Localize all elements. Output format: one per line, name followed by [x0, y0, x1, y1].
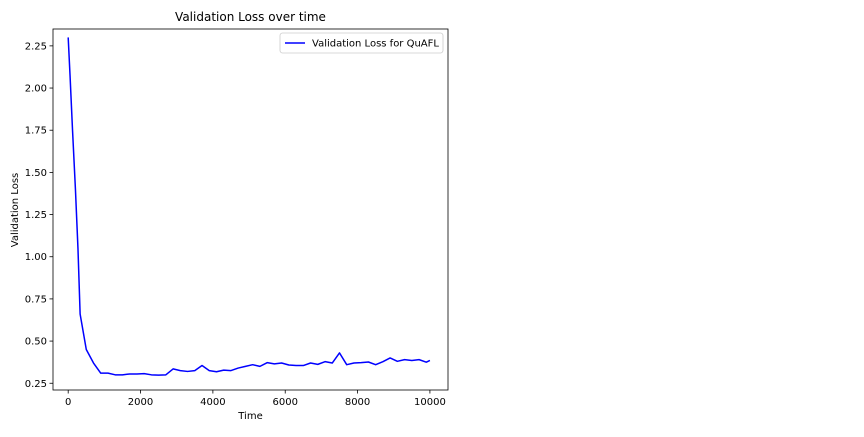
x-tick-label: 2000	[128, 397, 153, 408]
legend: Validation Loss for QuAFL	[279, 32, 444, 54]
y-tick-label: 2.00	[25, 84, 47, 95]
y-tick-label: 1.75	[25, 126, 47, 137]
y-tick-label: 0.75	[25, 294, 47, 305]
legend-label: Validation Loss for QuAFL	[312, 39, 439, 50]
y-tick-label: 0.50	[25, 337, 47, 348]
y-tick-label: 1.50	[25, 168, 47, 179]
y-tick-label: 1.00	[25, 252, 47, 263]
series-line	[67, 37, 431, 376]
y-tick-label: 1.25	[25, 210, 47, 221]
x-tick-label: 0	[65, 397, 71, 408]
x-tick-label: 10000	[414, 397, 446, 408]
x-tick-label: 4000	[200, 397, 225, 408]
plot-area: 0 2000 4000 6000 8000 10000 0.25 0.50 0.75 1.00 1.…	[25, 28, 449, 408]
y-tick-label: 0.25	[25, 379, 47, 390]
y-axis-label: Validation Loss	[10, 173, 21, 248]
chart-title: Validation Loss over time	[175, 10, 326, 24]
x-axis-label: Time	[237, 411, 262, 422]
axes-frame	[52, 28, 449, 391]
x-tick-label: 8000	[345, 397, 370, 408]
legend-box	[279, 32, 444, 54]
y-tick-label: 2.25	[25, 41, 47, 52]
x-tick-label: 6000	[272, 397, 297, 408]
